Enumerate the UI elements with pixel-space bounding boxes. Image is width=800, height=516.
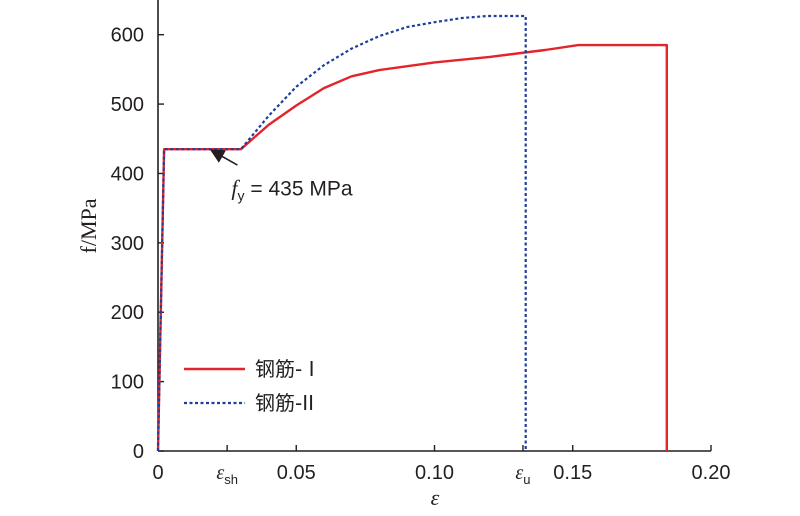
x-axis-title: ε	[431, 485, 440, 510]
legend: 钢筋- I 钢筋-II	[184, 357, 314, 415]
axes-group	[157, 0, 711, 452]
annotation-label: fy = 435 MPa	[231, 175, 352, 203]
y-tick-label: 500	[111, 94, 144, 116]
x-tick-label: 0.20	[692, 462, 731, 484]
y-tick-label: 100	[111, 372, 144, 394]
annotation-arrow	[209, 149, 238, 166]
y-tick-label: 400	[111, 163, 144, 185]
series-line-1	[156, 43, 668, 452]
x-tick-label-symbolic: εu	[515, 462, 530, 487]
y-tick-label: 0	[133, 441, 144, 463]
x-tick-label-symbolic: εsh	[216, 462, 238, 487]
y-axis-title: f/MPa	[76, 198, 101, 253]
annotation-group: fy = 435 MPa	[209, 149, 353, 203]
x-tick-label: 0.15	[553, 462, 592, 484]
series-group	[156, 14, 668, 452]
x-tick-label: 0.05	[277, 462, 316, 484]
y-ticks-group: 0 100 200 300 400 500 600	[111, 25, 164, 463]
y-tick-label: 300	[111, 233, 144, 255]
x-ticks-group: 0 εsh 0.05 0.10 εu 0.15 0.20	[152, 445, 730, 487]
x-tick-label: 0	[152, 462, 163, 484]
x-tick-label: 0.10	[415, 462, 454, 484]
legend-label-1: 钢筋- I	[255, 357, 314, 381]
y-tick-label: 600	[111, 25, 144, 47]
series-line-2	[156, 14, 527, 452]
y-tick-label: 200	[111, 302, 144, 324]
legend-label-2: 钢筋-II	[255, 391, 314, 415]
